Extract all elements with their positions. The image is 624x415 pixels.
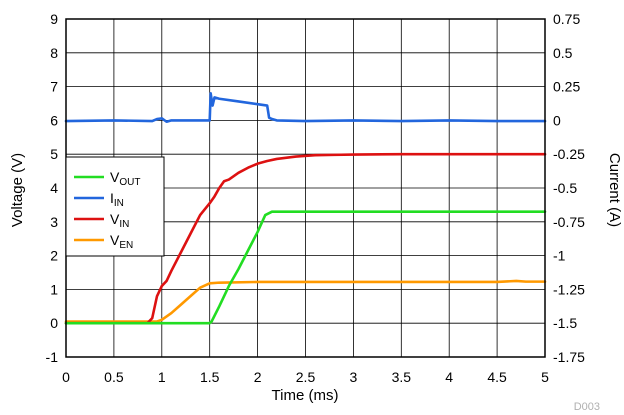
y-left-tick-label: 6 xyxy=(50,112,58,128)
x-tick-label: 5 xyxy=(541,369,549,385)
y-left-tick-label: 8 xyxy=(50,45,58,61)
y-right-tick-label: 0.25 xyxy=(553,79,580,95)
series-layer xyxy=(64,92,547,325)
y-left-axis-title: Voltage (V) xyxy=(9,153,26,227)
y-right-tick-label: -1 xyxy=(553,248,566,264)
y-right-axis-title: Current (A) xyxy=(606,153,623,227)
y-right-tick-labels: -1.75 -1.5 -1.25 -1 -0.75 -0.5 -0.25 0 0.25 0.5 0.… xyxy=(553,11,585,365)
y-right-tick-label: -0.25 xyxy=(553,146,585,162)
y-left-tick-label: 5 xyxy=(50,146,58,162)
y-right-tick-label: -1.25 xyxy=(553,281,585,297)
y-left-tick-label: -1 xyxy=(46,349,59,365)
y-right-tick-label: 0 xyxy=(553,112,561,128)
x-tick-label: 0.5 xyxy=(104,369,124,385)
legend-label-vin: VIN xyxy=(110,211,129,230)
legend-label-ven: VEN xyxy=(110,232,133,251)
y-right-tick-label: 0.75 xyxy=(553,11,580,27)
y-left-tick-label: 4 xyxy=(50,180,58,196)
x-tick-labels: 0 0.5 1 1.5 2 2.5 3 3.5 4 4.5 5 xyxy=(62,369,549,385)
y-right-tick-label: -0.75 xyxy=(553,214,585,230)
series-line-ven xyxy=(64,279,547,323)
legend-label-iin: IIN xyxy=(110,190,124,209)
x-tick-label: 2.5 xyxy=(296,369,316,385)
legend-label-vout: VOUT xyxy=(110,169,140,188)
y-left-tick-labels: -1 0 1 2 3 4 5 6 7 8 9 xyxy=(46,11,59,365)
y-left-tick-label: 9 xyxy=(50,11,58,27)
y-left-tick-label: 1 xyxy=(50,281,58,297)
y-right-tick-label: -0.5 xyxy=(553,180,577,196)
y-left-tick-label: 2 xyxy=(50,248,58,264)
x-tick-label: 2 xyxy=(254,369,262,385)
y-left-tick-label: 0 xyxy=(50,315,58,331)
x-tick-label: 4.5 xyxy=(487,369,507,385)
series-line-iin xyxy=(64,92,547,124)
y-left-tick-label: 3 xyxy=(50,214,58,230)
x-tick-label: 4 xyxy=(445,369,453,385)
x-tick-label: 3.5 xyxy=(392,369,412,385)
x-axis-title: Time (ms) xyxy=(272,387,339,404)
y-right-tick-label: 0.5 xyxy=(553,45,573,61)
x-tick-label: 1 xyxy=(158,369,166,385)
series-line-vout xyxy=(64,210,547,325)
figure-id: D003 xyxy=(574,401,600,413)
legend: VOUT IIN VIN VEN xyxy=(65,156,165,257)
y-left-tick-label: 7 xyxy=(50,79,58,95)
y-right-tick-label: -1.75 xyxy=(553,349,585,365)
x-tick-label: 3 xyxy=(350,369,358,385)
x-tick-label: 0 xyxy=(62,369,70,385)
x-tick-label: 1.5 xyxy=(200,369,220,385)
series-line-vin xyxy=(64,152,547,325)
y-right-tick-label: -1.5 xyxy=(553,315,577,331)
